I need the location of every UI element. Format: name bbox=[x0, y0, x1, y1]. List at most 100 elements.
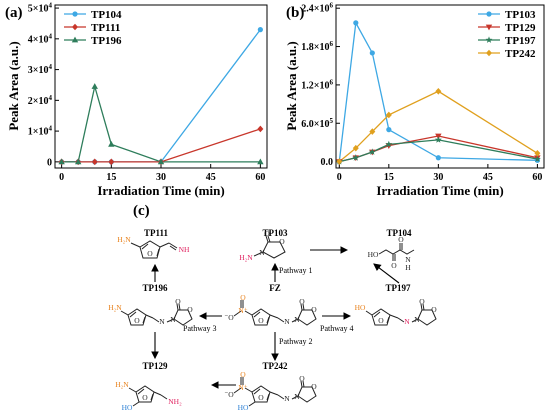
data-point-tp242 bbox=[385, 111, 392, 119]
atom-n: N bbox=[404, 317, 410, 326]
atom-o: O bbox=[391, 261, 397, 270]
atom-o: O bbox=[240, 370, 246, 379]
y-tick-label: 0.0 bbox=[321, 157, 334, 168]
x-tick-label: 30 bbox=[156, 172, 166, 183]
legend-label-tp129: TP129 bbox=[505, 22, 536, 34]
chart-panel-b: (b) 0.0 6.0×105 1.2×106 1.8×106 2.4×106 0 15 3… bbox=[284, 2, 545, 198]
atom-o: O bbox=[134, 316, 140, 325]
structure-fz: O N⁺ ⁻O O N N O O bbox=[224, 293, 317, 326]
data-point-tp242 bbox=[369, 128, 376, 135]
atom-o: O bbox=[240, 293, 246, 302]
series-line-tp242 bbox=[338, 90, 538, 163]
atom-nh: NH bbox=[179, 245, 190, 254]
label-tp104: TP104 bbox=[386, 228, 412, 238]
series-points-a bbox=[58, 27, 264, 166]
series-lines-a bbox=[61, 29, 261, 163]
atom-ominus: ⁻O bbox=[224, 313, 234, 322]
x-tick-label: 15 bbox=[106, 172, 116, 183]
arrow-tp197-to-tp104 bbox=[373, 263, 400, 284]
atom-o: O bbox=[431, 305, 437, 314]
x-tick-label: 15 bbox=[384, 172, 394, 183]
atom-n: N bbox=[259, 248, 265, 257]
data-point-tp196 bbox=[91, 83, 98, 89]
y-ticks-b: 0.0 6.0×105 1.2×106 1.8×106 2.4×106 bbox=[301, 2, 340, 168]
chart-panel-a: (a) 0 1×104 2×104 3×104 4×104 5×104 0 15 30 45 60… bbox=[5, 2, 268, 198]
oxazolidinone-ring bbox=[173, 309, 193, 326]
legend-marker bbox=[72, 11, 78, 17]
atom-n: N bbox=[284, 394, 290, 403]
x-axis-title-a: Irradiation Time (min) bbox=[97, 183, 224, 198]
atom-o: O bbox=[264, 229, 270, 238]
atom-o: O bbox=[378, 316, 384, 325]
atom-nplus: N⁺ bbox=[238, 306, 247, 315]
y-tick-label: 1.2×106 bbox=[301, 78, 333, 91]
data-point-tp196 bbox=[58, 158, 65, 165]
atom-o: O bbox=[279, 237, 285, 246]
atom-ho: HO bbox=[368, 250, 379, 259]
oxazolidinone-ring bbox=[262, 241, 286, 259]
x-tick-label: 60 bbox=[532, 172, 542, 183]
x-tick-label: 45 bbox=[206, 172, 216, 183]
atom-h2n: H₂N bbox=[239, 253, 253, 262]
legend-marker bbox=[486, 49, 492, 57]
x-tick-label: 45 bbox=[483, 172, 493, 183]
atom-ho: HO bbox=[122, 403, 133, 412]
label-tp196: TP196 bbox=[142, 283, 168, 293]
legend-marker bbox=[71, 36, 79, 43]
label-tp129: TP129 bbox=[142, 361, 168, 371]
atom-nplus: N⁺ bbox=[238, 383, 247, 392]
y-tick-label: 4×104 bbox=[28, 32, 53, 45]
legend-marker bbox=[485, 24, 493, 31]
label-tp197: TP197 bbox=[385, 283, 411, 293]
atom-o: O bbox=[147, 249, 153, 258]
series-lines-b bbox=[338, 20, 538, 163]
y-tick-label: 1.8×106 bbox=[301, 40, 333, 53]
atom-o: O bbox=[311, 305, 317, 314]
data-point-tp197 bbox=[533, 155, 541, 162]
legend-label-tp242: TP242 bbox=[505, 48, 536, 60]
pathway-4-label: Pathway 4 bbox=[320, 324, 354, 333]
data-point-tp197 bbox=[385, 140, 393, 148]
data-point-tp104 bbox=[257, 27, 263, 33]
atom-ominus: ⁻O bbox=[224, 390, 234, 399]
plot-frame-b bbox=[335, 4, 545, 169]
x-axis-title-b: Irradiation Time (min) bbox=[376, 183, 503, 198]
atom-o: O bbox=[299, 374, 305, 383]
data-point-tp111 bbox=[91, 158, 98, 166]
legend-label-tp111: TP111 bbox=[91, 22, 120, 34]
x-tick-label: 0 bbox=[59, 172, 64, 183]
pathway-2-label: Pathway 2 bbox=[279, 337, 313, 346]
data-point-tp242 bbox=[534, 149, 541, 157]
atom-o: O bbox=[299, 297, 305, 306]
y-tick-label: 1×104 bbox=[28, 125, 53, 138]
atom-n: N bbox=[284, 317, 290, 326]
atom-o: O bbox=[175, 297, 181, 306]
atom-o: O bbox=[187, 305, 193, 314]
atom-o: O bbox=[398, 235, 404, 244]
y-axis-title-a: Peak Area (a.u.) bbox=[6, 41, 21, 130]
series-line-tp103 bbox=[338, 20, 538, 162]
atom-ho: HO bbox=[355, 303, 366, 312]
data-point-tp196 bbox=[157, 158, 165, 165]
x-ticks-b: 0 15 30 45 60 bbox=[337, 164, 542, 183]
panel-c-tag: (c) bbox=[133, 203, 150, 219]
x-tick-label: 60 bbox=[255, 172, 265, 183]
y-axis-title-b: Peak Area (a.u.) bbox=[284, 41, 299, 130]
data-point-tp196 bbox=[257, 158, 264, 165]
oxazolidinone-ring bbox=[297, 309, 317, 326]
panel-b-tag: (b) bbox=[286, 5, 304, 21]
series-line-tp196 bbox=[61, 86, 261, 163]
structure-tp111: O H₂N NH bbox=[117, 235, 190, 259]
x-tick-label: 30 bbox=[433, 172, 443, 183]
atom-o: O bbox=[419, 297, 425, 306]
structure-tp104: HO O O N H bbox=[368, 235, 415, 272]
atom-o: O bbox=[258, 316, 264, 325]
reaction-scheme: (c) TP111 TP103 TP104 TP196 FZ TP197 TP1… bbox=[108, 203, 437, 412]
plot-frame-a bbox=[54, 4, 268, 169]
data-point-tp103 bbox=[435, 155, 441, 161]
atom-n: N bbox=[405, 255, 411, 264]
atom-h: H bbox=[405, 263, 411, 272]
series-line-tp104 bbox=[61, 29, 261, 163]
data-point-tp103 bbox=[369, 50, 375, 56]
